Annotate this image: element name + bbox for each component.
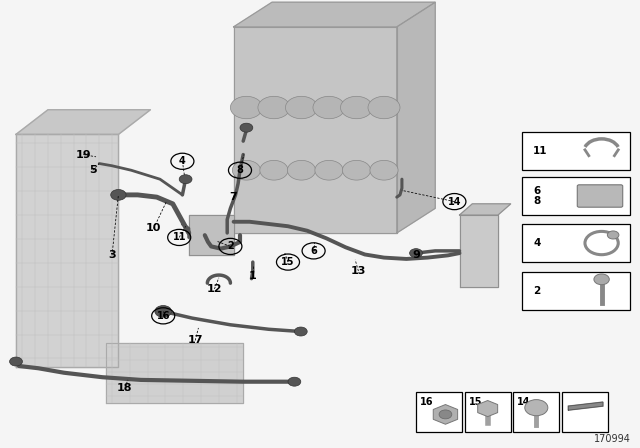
Circle shape: [258, 96, 290, 119]
Circle shape: [439, 410, 452, 419]
Circle shape: [294, 327, 307, 336]
Circle shape: [10, 357, 22, 366]
Circle shape: [594, 274, 609, 285]
Text: 14: 14: [447, 197, 461, 207]
Text: 8: 8: [237, 165, 243, 175]
Circle shape: [285, 96, 317, 119]
Circle shape: [368, 96, 400, 119]
Circle shape: [111, 190, 126, 200]
Polygon shape: [234, 27, 397, 233]
Text: 14: 14: [517, 397, 531, 407]
FancyBboxPatch shape: [416, 392, 462, 432]
Text: 10: 10: [146, 224, 161, 233]
Polygon shape: [234, 2, 435, 27]
Circle shape: [370, 160, 398, 180]
Text: 15: 15: [281, 257, 295, 267]
Text: 12: 12: [207, 284, 222, 294]
Circle shape: [179, 175, 192, 184]
Polygon shape: [568, 402, 603, 410]
Text: 11: 11: [533, 146, 548, 156]
Circle shape: [260, 160, 288, 180]
Text: 15: 15: [468, 397, 482, 407]
Text: 6: 6: [533, 185, 540, 196]
FancyBboxPatch shape: [465, 392, 511, 432]
Circle shape: [155, 306, 172, 317]
Text: 19: 19: [76, 150, 91, 159]
Circle shape: [230, 96, 262, 119]
Text: 4: 4: [179, 156, 186, 166]
Circle shape: [410, 249, 422, 258]
Circle shape: [240, 123, 253, 132]
Text: 16: 16: [156, 311, 170, 321]
Polygon shape: [16, 110, 150, 134]
Polygon shape: [16, 134, 118, 367]
Circle shape: [607, 231, 619, 239]
Polygon shape: [460, 204, 511, 215]
Text: 7: 7: [230, 192, 237, 202]
Text: 18: 18: [117, 383, 132, 392]
Circle shape: [313, 96, 345, 119]
Text: 5: 5: [89, 165, 97, 175]
Polygon shape: [460, 215, 498, 287]
Text: 3: 3: [108, 250, 116, 260]
Text: 170994: 170994: [593, 435, 630, 444]
Text: 16: 16: [420, 397, 433, 407]
FancyBboxPatch shape: [577, 185, 623, 207]
Polygon shape: [106, 343, 243, 403]
FancyBboxPatch shape: [522, 132, 630, 170]
FancyBboxPatch shape: [562, 392, 608, 432]
Text: 13: 13: [351, 266, 366, 276]
Text: 1: 1: [249, 271, 257, 280]
Circle shape: [232, 160, 260, 180]
Text: 11: 11: [172, 233, 186, 242]
FancyBboxPatch shape: [522, 224, 630, 262]
Circle shape: [525, 400, 548, 416]
Circle shape: [288, 377, 301, 386]
Text: 2: 2: [227, 241, 234, 251]
Text: 17: 17: [188, 336, 203, 345]
Text: 4: 4: [533, 238, 541, 248]
Circle shape: [287, 160, 316, 180]
Circle shape: [342, 160, 371, 180]
FancyBboxPatch shape: [522, 272, 630, 310]
FancyBboxPatch shape: [522, 177, 630, 215]
Polygon shape: [189, 215, 234, 255]
Text: 8: 8: [533, 196, 540, 207]
Text: 6: 6: [310, 246, 317, 256]
FancyBboxPatch shape: [513, 392, 559, 432]
Polygon shape: [397, 2, 435, 233]
Text: 2: 2: [533, 286, 540, 296]
Text: 9: 9: [412, 250, 420, 260]
Circle shape: [340, 96, 372, 119]
Circle shape: [315, 160, 343, 180]
